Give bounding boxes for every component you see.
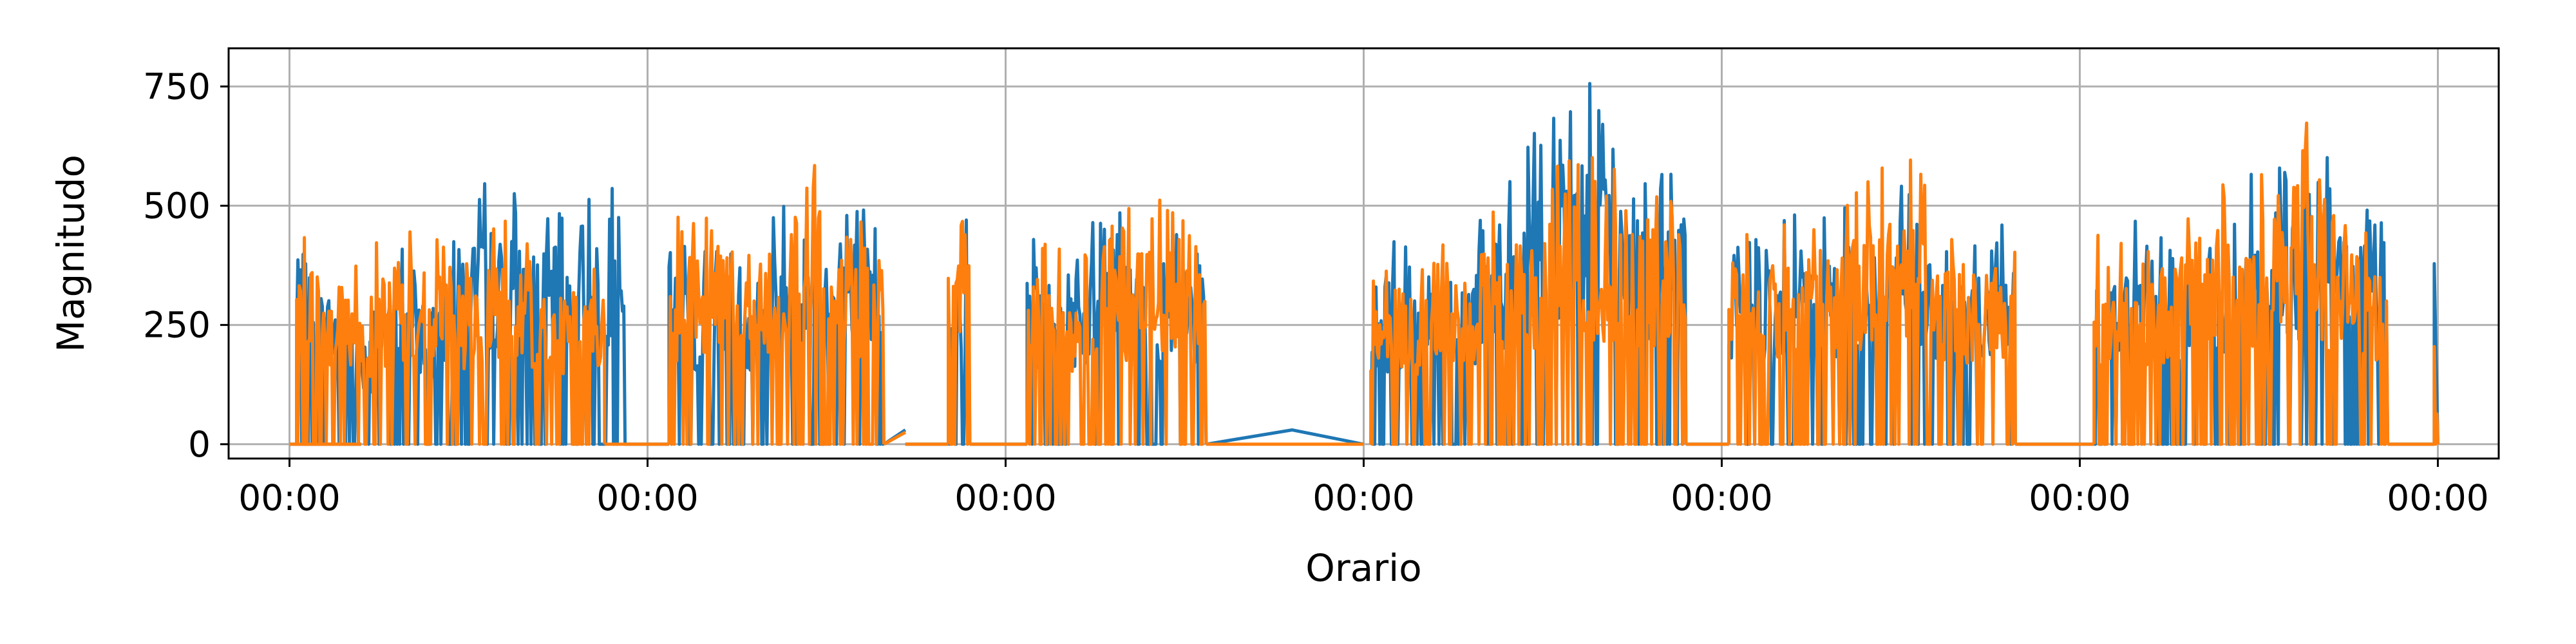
series-2-segment bbox=[883, 431, 907, 446]
x-tick-label: 00:00 bbox=[2387, 477, 2489, 518]
series-2-segment bbox=[947, 220, 972, 446]
series-1-segment bbox=[667, 205, 885, 446]
x-tick-label: 00:00 bbox=[596, 477, 699, 518]
x-tick-label: 00:00 bbox=[1312, 477, 1415, 518]
series-1-segment bbox=[2432, 261, 2439, 444]
y-tick-label: 750 bbox=[143, 66, 211, 107]
series-2-segment bbox=[1727, 158, 2017, 446]
x-tick-label: 00:00 bbox=[954, 477, 1057, 518]
ticks-layer: 00:00 00:00 00:00 00:00 00:00 00:00 00:00 0 250 5… bbox=[143, 66, 2489, 518]
y-tick-label: 250 bbox=[143, 305, 211, 346]
series-2 bbox=[289, 121, 2439, 446]
y-axis-label: Magnitudo bbox=[49, 155, 93, 352]
series-2-segment bbox=[2092, 121, 2390, 446]
series-1-segment bbox=[1206, 428, 1364, 446]
series-2-segment bbox=[2432, 345, 2439, 446]
x-axis-label: Orario bbox=[1305, 546, 1422, 590]
series-2-segment bbox=[1025, 198, 1208, 446]
series-2-segment bbox=[1369, 156, 1688, 446]
y-tick-label: 500 bbox=[143, 185, 211, 226]
series-2-segment bbox=[667, 164, 886, 446]
x-tick-label: 00:00 bbox=[1671, 477, 1773, 518]
y-tick-label: 0 bbox=[188, 424, 211, 465]
x-tick-label: 00:00 bbox=[238, 477, 341, 518]
series-2-segment bbox=[295, 219, 607, 446]
x-tick-label: 00:00 bbox=[2029, 477, 2131, 518]
series-layer bbox=[289, 82, 2439, 446]
